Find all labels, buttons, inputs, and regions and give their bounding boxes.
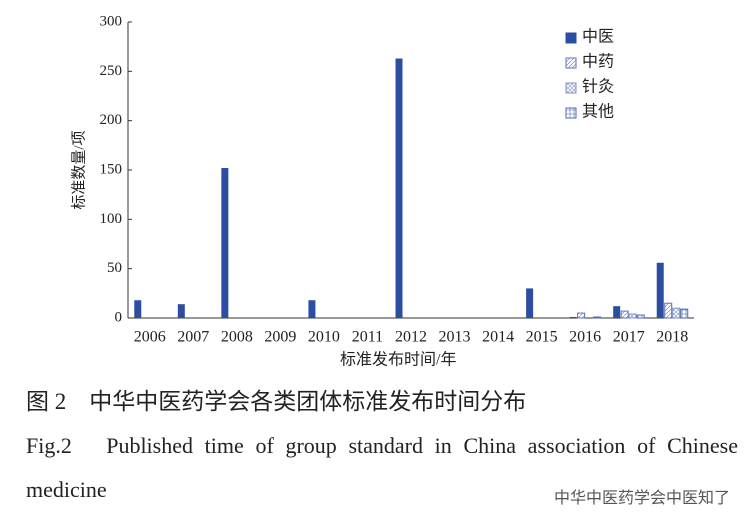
bar	[680, 308, 689, 319]
bar	[628, 313, 637, 319]
bar	[620, 310, 629, 319]
legend-label: 中药	[582, 53, 614, 71]
x-tick-label: 2007	[177, 329, 209, 346]
bar	[526, 288, 534, 318]
x-tick-label: 2014	[482, 329, 514, 346]
caption-cn: 图 2 中华中医药学会各类团体标准发布时间分布	[26, 389, 527, 414]
bar	[636, 314, 645, 319]
legend-label: 针灸	[582, 78, 614, 96]
chart: 标准发布时间/年 标准数量/项 0 50 100 150 200 250 300 2006 20…	[70, 13, 694, 369]
x-tick-label: 2012	[395, 329, 427, 346]
x-tick-label: 2013	[439, 329, 471, 346]
y-axis-label: 标准数量/项	[70, 130, 87, 209]
legend-label: 中医	[582, 28, 614, 46]
y-tick-label: 50	[107, 260, 122, 276]
bar	[577, 312, 586, 319]
y-tick-label: 200	[100, 112, 123, 128]
legend-label: 其他	[582, 103, 614, 121]
x-axis-label: 标准发布时间/年	[340, 351, 456, 369]
bar	[308, 300, 316, 318]
x-tick-label: 2011	[352, 329, 383, 346]
x-tick-label: 2017	[613, 329, 645, 346]
bar	[569, 317, 577, 318]
y-tick-label: 300	[100, 13, 123, 29]
bar	[664, 302, 673, 319]
bar	[656, 262, 664, 318]
x-tick-label: 2016	[569, 329, 601, 346]
bar	[593, 316, 602, 319]
caption-en: Fig.2 Published time of group standard i…	[26, 433, 738, 502]
x-tick-label: 2009	[264, 329, 296, 346]
x-tick-label: 2010	[308, 329, 340, 346]
bar	[613, 306, 621, 318]
x-tick-label: 2018	[656, 329, 688, 346]
bar	[177, 304, 185, 318]
legend-swatch	[565, 82, 577, 94]
x-tick-label: 2008	[221, 329, 253, 346]
watermark: 中华中医药学会中医知了	[553, 488, 730, 507]
x-tick-label: 2006	[134, 329, 166, 346]
y-tick-label: 150	[100, 161, 123, 177]
x-tick-label: 2015	[526, 329, 558, 346]
legend-swatch	[565, 57, 577, 69]
y-tick-label: 100	[100, 211, 123, 227]
bar	[221, 168, 229, 318]
bar	[134, 300, 142, 318]
legend-swatch	[565, 107, 577, 119]
legend-swatch	[565, 32, 577, 44]
y-tick-label: 250	[100, 63, 123, 79]
bar	[395, 58, 403, 319]
y-tick-label: 0	[115, 309, 123, 325]
bar	[672, 307, 681, 319]
